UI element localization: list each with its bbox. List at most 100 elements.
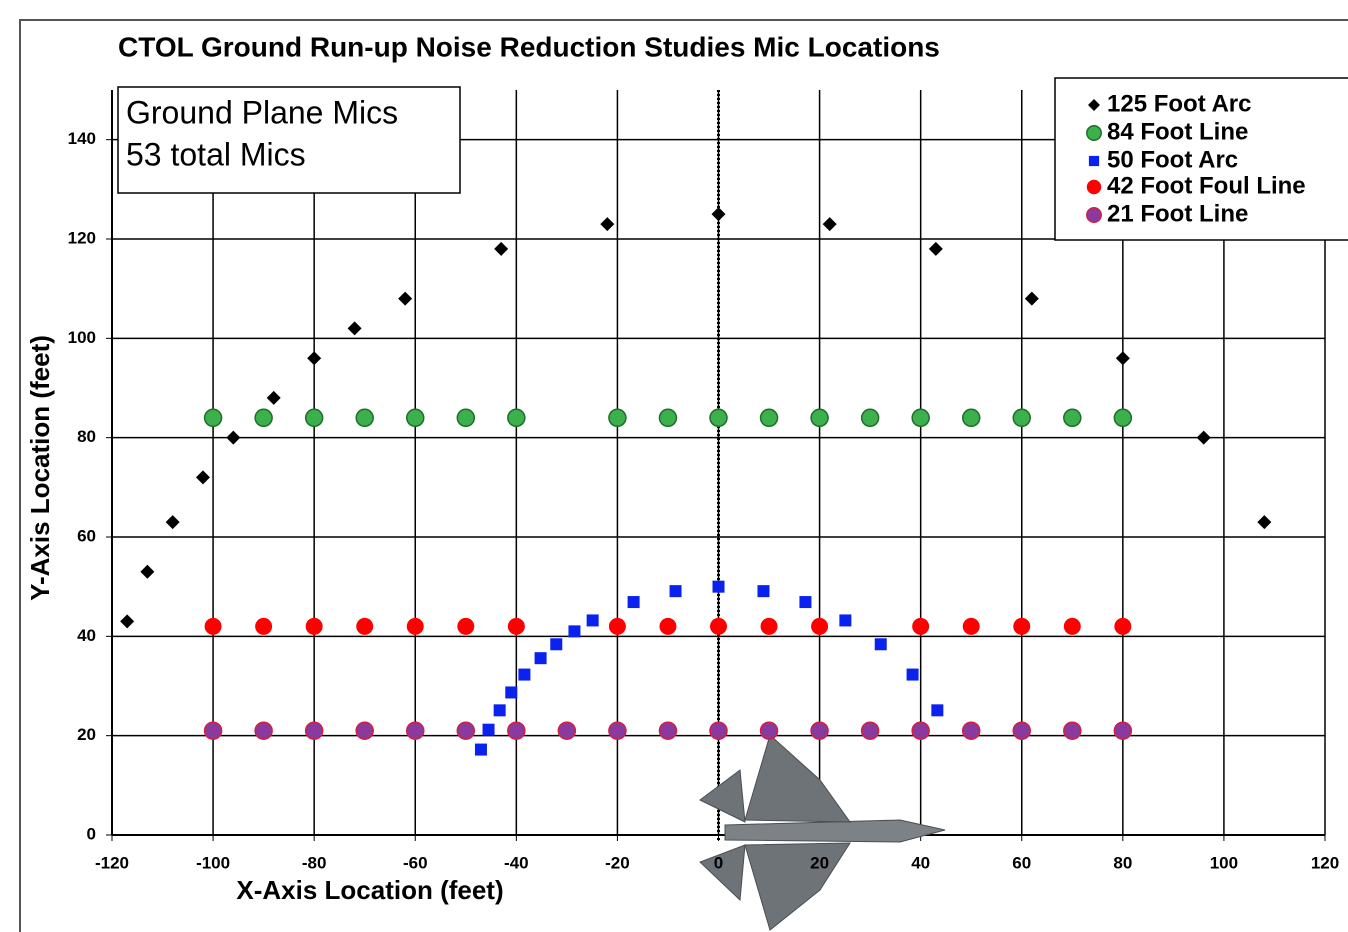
x-tick-label: 0 — [714, 853, 723, 872]
point — [306, 409, 323, 426]
point — [761, 409, 778, 426]
point — [710, 618, 727, 635]
y-tick-label: 120 — [68, 228, 96, 247]
point — [811, 722, 828, 739]
y-tick-label: 60 — [77, 526, 96, 545]
annotation: 53 total Mics — [126, 136, 306, 172]
y-tick-label: 20 — [77, 725, 96, 744]
x-tick-label: -80 — [302, 853, 327, 872]
legend-label: 42 Foot Foul Line — [1107, 172, 1306, 199]
point — [255, 409, 272, 426]
x-axis-label: X-Axis Location (feet) — [236, 875, 503, 905]
point — [205, 409, 222, 426]
y-tick-label: 100 — [68, 328, 96, 347]
point — [356, 722, 373, 739]
x-tick-label: 100 — [1210, 853, 1238, 872]
point — [205, 618, 222, 635]
point — [609, 722, 626, 739]
point — [963, 409, 980, 426]
point — [862, 409, 879, 426]
point — [255, 722, 272, 739]
legend-marker — [1087, 208, 1101, 222]
y-tick-label: 0 — [87, 824, 96, 843]
point — [1064, 618, 1081, 635]
point — [587, 614, 599, 626]
point — [306, 722, 323, 739]
point — [710, 409, 727, 426]
x-tick-label: 20 — [810, 853, 829, 872]
point — [535, 652, 547, 664]
point — [713, 581, 725, 593]
legend-label: 84 Foot Line — [1107, 118, 1248, 145]
point — [931, 704, 943, 716]
point — [912, 618, 929, 635]
point — [356, 618, 373, 635]
point — [1114, 722, 1131, 739]
point — [912, 409, 929, 426]
point — [483, 724, 495, 736]
x-tick-label: -120 — [95, 853, 129, 872]
point — [761, 722, 778, 739]
annotation: Ground Plane Mics — [126, 94, 398, 130]
legend-label: 50 Foot Arc — [1107, 146, 1238, 173]
point — [475, 744, 487, 756]
point — [205, 722, 222, 739]
point — [1114, 409, 1131, 426]
y-tick-label: 80 — [77, 427, 96, 446]
chart-title: CTOL Ground Run-up Noise Reduction Studi… — [118, 31, 940, 62]
legend-marker — [1089, 156, 1099, 166]
point — [508, 618, 525, 635]
point — [912, 722, 929, 739]
point — [659, 409, 676, 426]
point — [505, 686, 517, 698]
x-tick-label: -40 — [504, 853, 529, 872]
legend-label: 125 Foot Arc — [1107, 90, 1251, 117]
point — [799, 596, 811, 608]
point — [761, 618, 778, 635]
point — [839, 614, 851, 626]
legend-marker — [1087, 180, 1101, 194]
point — [457, 722, 474, 739]
point — [508, 409, 525, 426]
point — [407, 409, 424, 426]
point — [963, 722, 980, 739]
x-tick-label: 80 — [1113, 853, 1132, 872]
point — [1013, 618, 1030, 635]
point — [659, 722, 676, 739]
point — [628, 596, 640, 608]
point — [670, 585, 682, 597]
point — [550, 638, 562, 650]
legend-label: 21 Foot Line — [1107, 200, 1248, 227]
point — [457, 618, 474, 635]
point — [811, 618, 828, 635]
point — [1064, 409, 1081, 426]
y-axis-label: Y-Axis Location (feet) — [25, 335, 55, 601]
x-tick-label: 40 — [911, 853, 930, 872]
point — [609, 409, 626, 426]
point — [862, 722, 879, 739]
point — [1013, 722, 1030, 739]
point — [568, 625, 580, 637]
point — [963, 618, 980, 635]
point — [407, 618, 424, 635]
x-tick-label: -60 — [403, 853, 428, 872]
point — [1013, 409, 1030, 426]
point — [508, 722, 525, 739]
point — [407, 722, 424, 739]
y-tick-label: 140 — [68, 129, 96, 148]
point — [907, 669, 919, 681]
x-tick-label: 60 — [1012, 853, 1031, 872]
x-tick-label: 120 — [1311, 853, 1339, 872]
point — [356, 409, 373, 426]
y-tick-label: 40 — [77, 626, 96, 645]
point — [659, 618, 676, 635]
legend-marker — [1087, 126, 1101, 140]
chart: CTOL Ground Run-up Noise Reduction Studi… — [0, 0, 1348, 932]
point — [875, 638, 887, 650]
point — [811, 409, 828, 426]
point — [710, 722, 727, 739]
point — [457, 409, 474, 426]
point — [757, 585, 769, 597]
point — [609, 618, 626, 635]
